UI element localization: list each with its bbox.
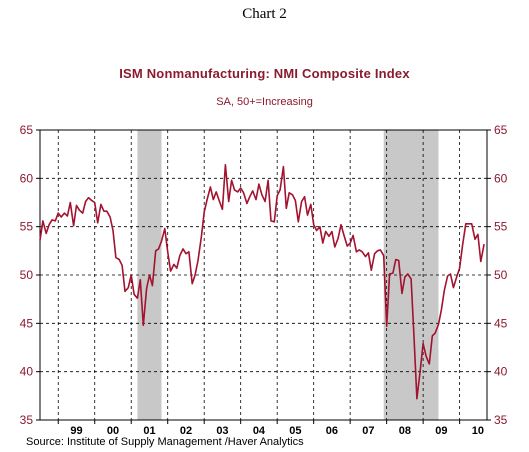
x-axis: 99 00 01 02 03 04 05 06 07 08 09 10 <box>57 420 484 437</box>
x-tick-label: 00 <box>107 425 119 437</box>
x-tick-label: 02 <box>180 425 192 437</box>
x-tick-label: 03 <box>216 425 228 437</box>
x-tick-label: 99 <box>70 425 82 437</box>
y-axis-right: 35 40 45 50 55 60 65 <box>487 123 508 427</box>
x-tick-label: 01 <box>143 425 155 437</box>
x-tick-label: 07 <box>362 425 374 437</box>
chart-header: Chart 2 ISM Nonmanufacturing: NMI Compos… <box>0 0 529 130</box>
y-tick-label-right: 55 <box>494 220 508 234</box>
x-tick-label: 08 <box>399 425 411 437</box>
y-tick-label-right: 35 <box>494 413 508 427</box>
grid-lines <box>40 130 487 420</box>
series-layer <box>39 164 485 400</box>
x-tick-label: 05 <box>289 425 301 437</box>
recession-band-2 <box>383 130 439 420</box>
x-tick-label: 04 <box>253 425 266 437</box>
y-tick-label-left: 60 <box>20 171 34 185</box>
y-tick-label-right: 40 <box>494 365 508 379</box>
y-tick-label-left: 55 <box>20 220 34 234</box>
y-tick-label-right: 65 <box>494 123 508 137</box>
y-tick-label-right: 60 <box>494 171 508 185</box>
chart-subtitle: SA, 50+=Increasing <box>216 96 313 108</box>
y-tick-label-left: 35 <box>20 413 34 427</box>
y-tick-label-left: 40 <box>20 365 34 379</box>
series-line-nmi-composite <box>39 164 485 400</box>
x-tick-label: 09 <box>435 425 447 437</box>
y-tick-label-left: 65 <box>20 123 34 137</box>
y-tick-label-right: 50 <box>494 268 508 282</box>
y-tick-label-left: 50 <box>20 268 34 282</box>
source-note: Source: Institute of Supply Management /… <box>26 436 304 448</box>
y-axis-left: 35 40 45 50 55 60 65 <box>20 123 40 427</box>
y-tick-label-left: 45 <box>20 316 34 330</box>
chart-number-label: Chart 2 <box>242 6 287 22</box>
x-tick-label: 06 <box>326 425 338 437</box>
y-tick-label-right: 45 <box>494 316 508 330</box>
x-tick-label: 10 <box>472 425 484 437</box>
chart-title: ISM Nonmanufacturing: NMI Composite Inde… <box>119 66 410 81</box>
